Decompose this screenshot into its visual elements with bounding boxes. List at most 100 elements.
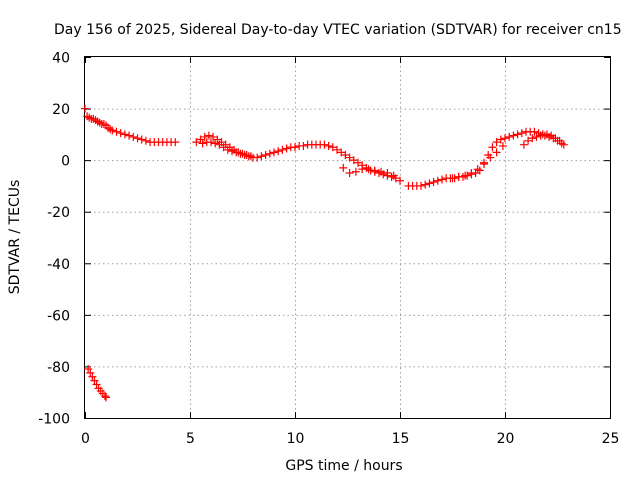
data-point (492, 138, 501, 147)
x-tick-label: 25 (602, 431, 620, 447)
data-point (219, 143, 228, 152)
data-point (345, 153, 354, 162)
data-point (137, 135, 146, 144)
data-point (421, 180, 430, 189)
data-point (320, 140, 329, 149)
data-point (198, 139, 207, 148)
data-point (171, 138, 180, 147)
y-tick-label: 40 (52, 51, 70, 67)
y-tick-label: -80 (47, 360, 70, 376)
data-point (192, 138, 201, 147)
x-tick-label: 0 (81, 431, 90, 447)
data-point (354, 158, 362, 167)
data-point (240, 150, 249, 159)
data-point (274, 147, 283, 156)
data-point (228, 147, 236, 156)
data-point (324, 141, 333, 150)
x-tick-label: 15 (392, 431, 410, 447)
data-point (211, 139, 220, 148)
data-point (112, 127, 121, 136)
data-point (383, 169, 392, 178)
data-point (339, 163, 348, 172)
y-tick-label: -20 (47, 205, 70, 221)
data-point (505, 132, 514, 141)
data-point (448, 174, 457, 183)
data-point (265, 149, 274, 158)
data-point (81, 104, 89, 113)
x-tick-label: 20 (497, 431, 515, 447)
data-point (559, 140, 568, 149)
data-points (81, 104, 568, 402)
data-point (223, 145, 232, 154)
data-point (517, 129, 526, 138)
y-axis-label: SDTVAR / TECUs (7, 180, 23, 295)
data-point (116, 129, 125, 138)
data-point (207, 138, 215, 147)
data-point (102, 393, 110, 402)
data-point (387, 172, 396, 181)
data-point (244, 152, 253, 161)
data-point (433, 176, 442, 185)
data-point (278, 145, 287, 154)
chart-title: Day 156 of 2025, Sidereal Day-to-day VTE… (54, 22, 622, 38)
data-point (200, 132, 209, 141)
data-point (461, 171, 470, 180)
x-axis-label: GPS time / hours (285, 458, 402, 474)
data-point (88, 372, 97, 381)
y-tick-label: -60 (47, 308, 70, 324)
data-point (513, 130, 522, 139)
data-point (299, 141, 308, 150)
data-point (84, 365, 93, 374)
y-tick-label: -40 (47, 257, 70, 273)
data-point (473, 165, 482, 174)
axis-ticks: 0 5 10 15 20 25 -100 -80 -60 -40 -20 0 20 40 (38, 51, 619, 448)
data-point (370, 166, 379, 175)
data-point (389, 171, 398, 180)
data-point (364, 165, 373, 174)
data-point (480, 160, 488, 169)
data-point (377, 167, 386, 176)
data-point (488, 143, 497, 152)
data-point (133, 134, 142, 143)
data-point (524, 136, 533, 145)
data-point (270, 148, 278, 157)
data-point (341, 150, 350, 159)
grid (85, 57, 610, 418)
data-point (253, 153, 262, 162)
data-point (349, 156, 358, 165)
data-point (530, 127, 539, 136)
data-point (232, 148, 241, 157)
data-point (345, 169, 354, 178)
y-tick-label: -100 (38, 412, 70, 428)
data-point (90, 376, 99, 385)
data-point (540, 131, 549, 140)
y-tick-label: 0 (61, 154, 70, 170)
y-tick-label: 20 (52, 102, 70, 118)
data-point (557, 139, 566, 148)
data-point (496, 135, 505, 144)
plot-frame (84, 56, 611, 419)
data-point (519, 140, 528, 149)
data-point (108, 126, 117, 135)
data-point (120, 130, 129, 139)
data-point (425, 179, 434, 188)
data-point (528, 134, 537, 143)
data-point (438, 175, 446, 184)
data-point (492, 148, 501, 157)
data-point (125, 131, 134, 140)
data-point (204, 131, 213, 140)
data-point (333, 145, 341, 154)
data-point (545, 132, 554, 141)
data-point (396, 176, 404, 185)
data-point (129, 132, 138, 141)
data-point (454, 172, 463, 181)
data-point (486, 153, 495, 162)
data-point (501, 134, 509, 143)
data-point (337, 148, 346, 157)
data-point (257, 152, 266, 161)
data-point (351, 167, 360, 176)
data-point (236, 149, 245, 158)
x-tick-label: 10 (287, 431, 305, 447)
data-point (509, 131, 518, 140)
